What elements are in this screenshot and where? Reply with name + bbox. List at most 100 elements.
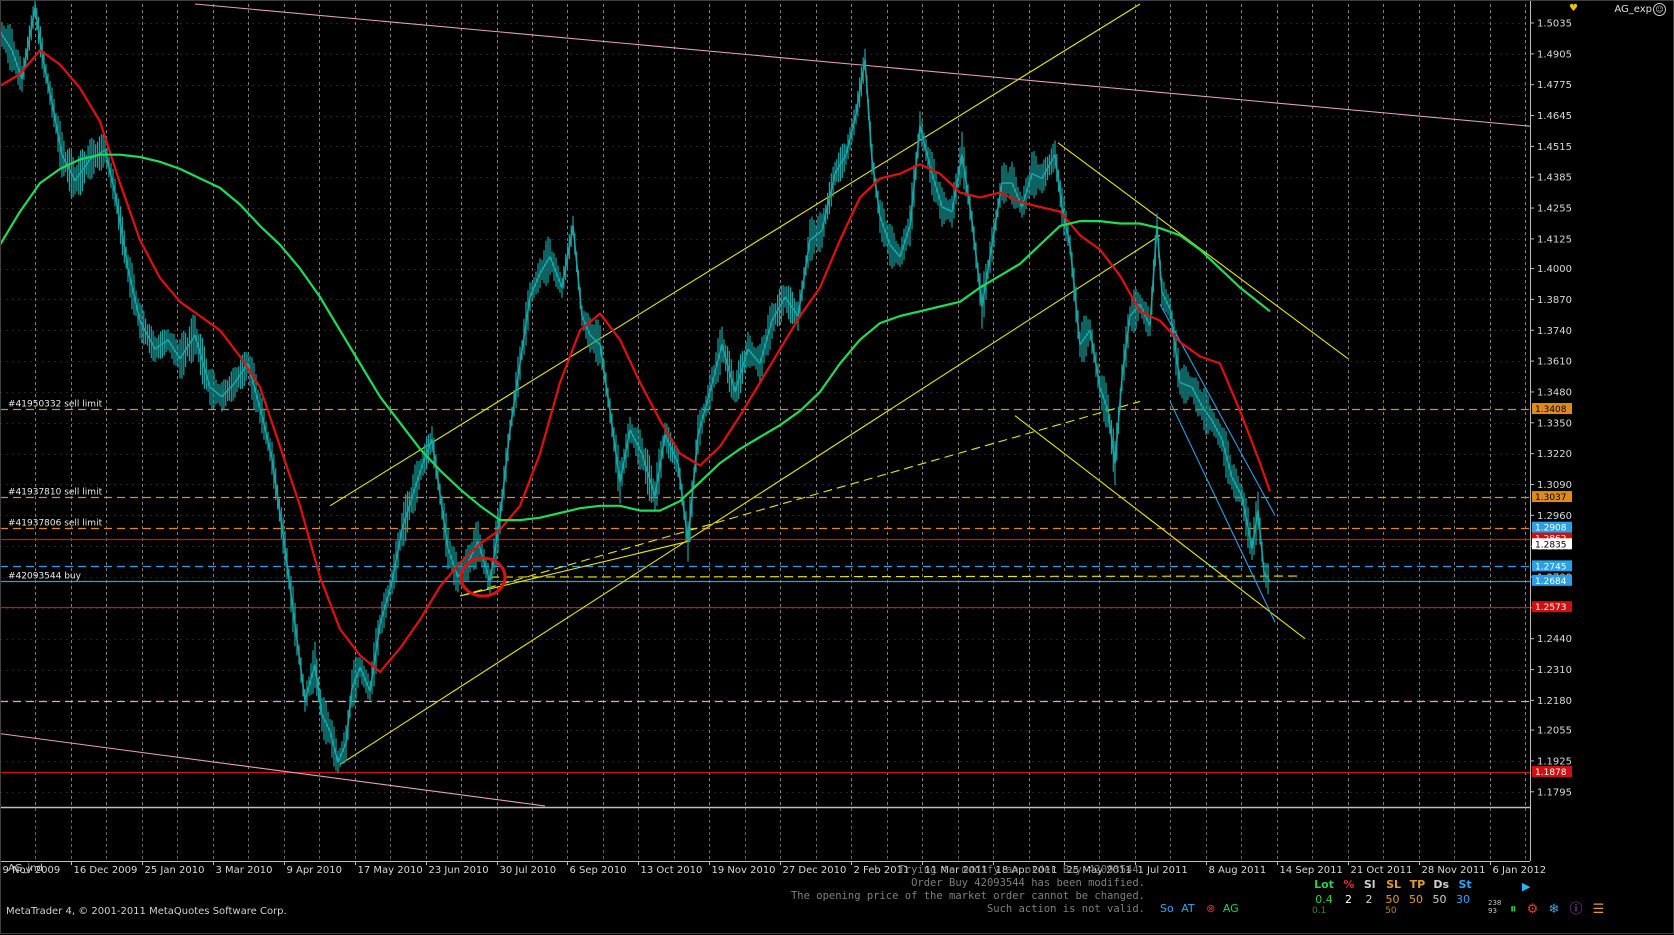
price-tick-label: 1.3090: [1537, 480, 1572, 491]
panel-header-ds: Ds: [1433, 878, 1450, 891]
price-tick-label: 1.4775: [1537, 80, 1572, 91]
time-tick-label: 23 Jun 2010: [429, 865, 489, 876]
status-row: So AT ⊗ AG: [1160, 902, 1239, 915]
price-tick-label: 1.4255: [1537, 204, 1572, 215]
small-counters: 238 93: [1488, 899, 1501, 915]
price-tick-label: 1.4125: [1537, 234, 1572, 245]
time-tick-label: 9 Apr 2010: [287, 865, 342, 876]
time-tick-label: 6 Jan 2012: [1493, 865, 1547, 876]
trendline: [339, 234, 1161, 765]
chart-grid: [0, 4, 1530, 861]
price-tick-label: 1.3740: [1537, 326, 1572, 337]
trendline: [194, 3, 1531, 127]
panel-value-tp: 50: [1409, 893, 1423, 906]
indicator-window-label: AG_ind: [8, 863, 43, 874]
message-line: Such action is not valid.: [986, 903, 1145, 915]
price-tag-label: 1.3037: [1535, 493, 1567, 503]
price-tick-label: 1.4515: [1537, 142, 1572, 153]
price-tag-box: [1532, 538, 1572, 550]
moving-average-fast: [0, 49, 1272, 673]
trendline: [1169, 401, 1276, 623]
price-tag-label: 1.2684: [1535, 577, 1567, 587]
panel-value-sl-pips: 50: [1385, 893, 1400, 906]
time-tick-label: 21 Oct 2011: [1351, 865, 1413, 876]
price-tick-label: 1.3870: [1537, 295, 1572, 306]
price-tick-label: 1.1795: [1537, 787, 1572, 798]
panel-value-ds: 50: [1432, 893, 1447, 906]
panel-header-tp: TP: [1409, 878, 1426, 891]
heart-icon: ♥: [1569, 3, 1578, 14]
order-line-label: #41937806 sell limit: [8, 519, 103, 529]
price-tag-box: [1532, 560, 1572, 572]
price-tag-label: 1.2745: [1535, 562, 1567, 572]
status-at: AT: [1181, 902, 1195, 915]
price-tick-label: 1.4000: [1537, 264, 1572, 275]
trendline: [1159, 303, 1276, 516]
info-icon[interactable]: ⓘ: [1569, 902, 1583, 917]
message-log: Trying to modify an order Buy 42093544. …: [700, 864, 1145, 916]
chart-series: [0, 0, 1272, 774]
price-tag-label: 1.2908: [1535, 524, 1567, 534]
price-tag-label: 1.1878: [1535, 768, 1567, 778]
annotation-circle: [459, 556, 507, 598]
trendline: [1014, 415, 1306, 640]
gear-icon[interactable]: ⚙: [1526, 902, 1539, 917]
panel-header-st: St: [1458, 878, 1472, 891]
status-so: So: [1160, 902, 1174, 915]
price-tag-label: 1.2835: [1535, 540, 1567, 550]
moving-average-slow: [0, 153, 1271, 522]
price-line: [0, 6, 1271, 763]
price-tag-label: 1.2573: [1535, 603, 1567, 613]
panel-value-sl: 2: [1365, 893, 1373, 906]
message-line: The opening price of the market order ca…: [790, 890, 1145, 902]
list-icon[interactable]: ☰: [1592, 902, 1605, 917]
expert-advisor-name[interactable]: AG_exp: [1614, 4, 1652, 15]
panel-header-lot: Lot: [1314, 878, 1334, 891]
ea-parameter-panel: Lot % Sl SL TP Ds St 0.4 2 2 50 50 50 30…: [1310, 878, 1475, 916]
time-tick-label: 18 Apr 2011: [996, 865, 1058, 876]
price-tick-label: 1.1925: [1537, 756, 1572, 767]
counter-top: 238: [1488, 899, 1502, 907]
time-tick-label: 9 Nov 2009: [3, 865, 61, 876]
play-arrow-icon[interactable]: ▶: [1522, 880, 1531, 893]
panel-subvalue-tp: 50: [1385, 906, 1397, 916]
time-tick-label: 30 Jul 2010: [500, 865, 557, 876]
trendline: [489, 575, 1301, 578]
panel-value-percent: 2: [1345, 893, 1352, 906]
time-tick-label: 11 Mar 2011: [925, 865, 988, 876]
panel-value-lot: 0.4: [1315, 893, 1333, 906]
time-tick-label: 16 Dec 2009: [74, 865, 138, 876]
smiley-icon[interactable]: ☺: [1653, 3, 1666, 16]
price-tag-box: [1532, 532, 1572, 544]
panel-header-sl: Sl: [1363, 878, 1376, 891]
price-tick-label: 1.2960: [1537, 511, 1572, 522]
price-axis: 1.5035 1.4905 1.4775 1.4645 1.4515 1.4385 1.42…: [1530, 0, 1572, 861]
counter-bottom: 93: [1488, 907, 1497, 915]
time-tick-label: 3 Mar 2010: [216, 865, 273, 876]
pause-icon[interactable]: ⏸: [1510, 902, 1517, 917]
time-tick-label: 19 Nov 2010: [712, 865, 776, 876]
price-tick-label: 1.5035: [1537, 18, 1572, 29]
time-tick-label: 25 Jan 2010: [145, 865, 205, 876]
price-tick-label: 1.2055: [1537, 726, 1572, 737]
price-tag-box: [1532, 491, 1572, 503]
trendline: [1057, 142, 1349, 360]
price-tick-label: 1.3220: [1537, 449, 1572, 460]
price-tick-label: 1.2310: [1537, 665, 1572, 676]
panel-subvalue-lot: 0.1: [1312, 906, 1327, 916]
snowflake-icon[interactable]: ❄: [1548, 902, 1560, 917]
order-line-label: #42093544 buy: [8, 572, 82, 582]
price-tag-box: [1532, 601, 1572, 613]
price-tick-label: 1.2440: [1537, 634, 1572, 645]
price-tick-label: 1.4645: [1537, 111, 1572, 122]
message-line: Trying to modify an order Buy 42093544.: [898, 864, 1145, 876]
time-tick-label: 13 Oct 2010: [641, 865, 703, 876]
trendlines[interactable]: [0, 3, 1531, 807]
price-bars: [0, 0, 1269, 774]
horizontal-levels: [0, 408, 1530, 774]
copyright-text: MetaTrader 4, © 2001-2011 MetaQuotes Sof…: [6, 906, 287, 917]
price-tag-box: [1532, 403, 1572, 415]
price-tag-box: [1532, 766, 1572, 778]
